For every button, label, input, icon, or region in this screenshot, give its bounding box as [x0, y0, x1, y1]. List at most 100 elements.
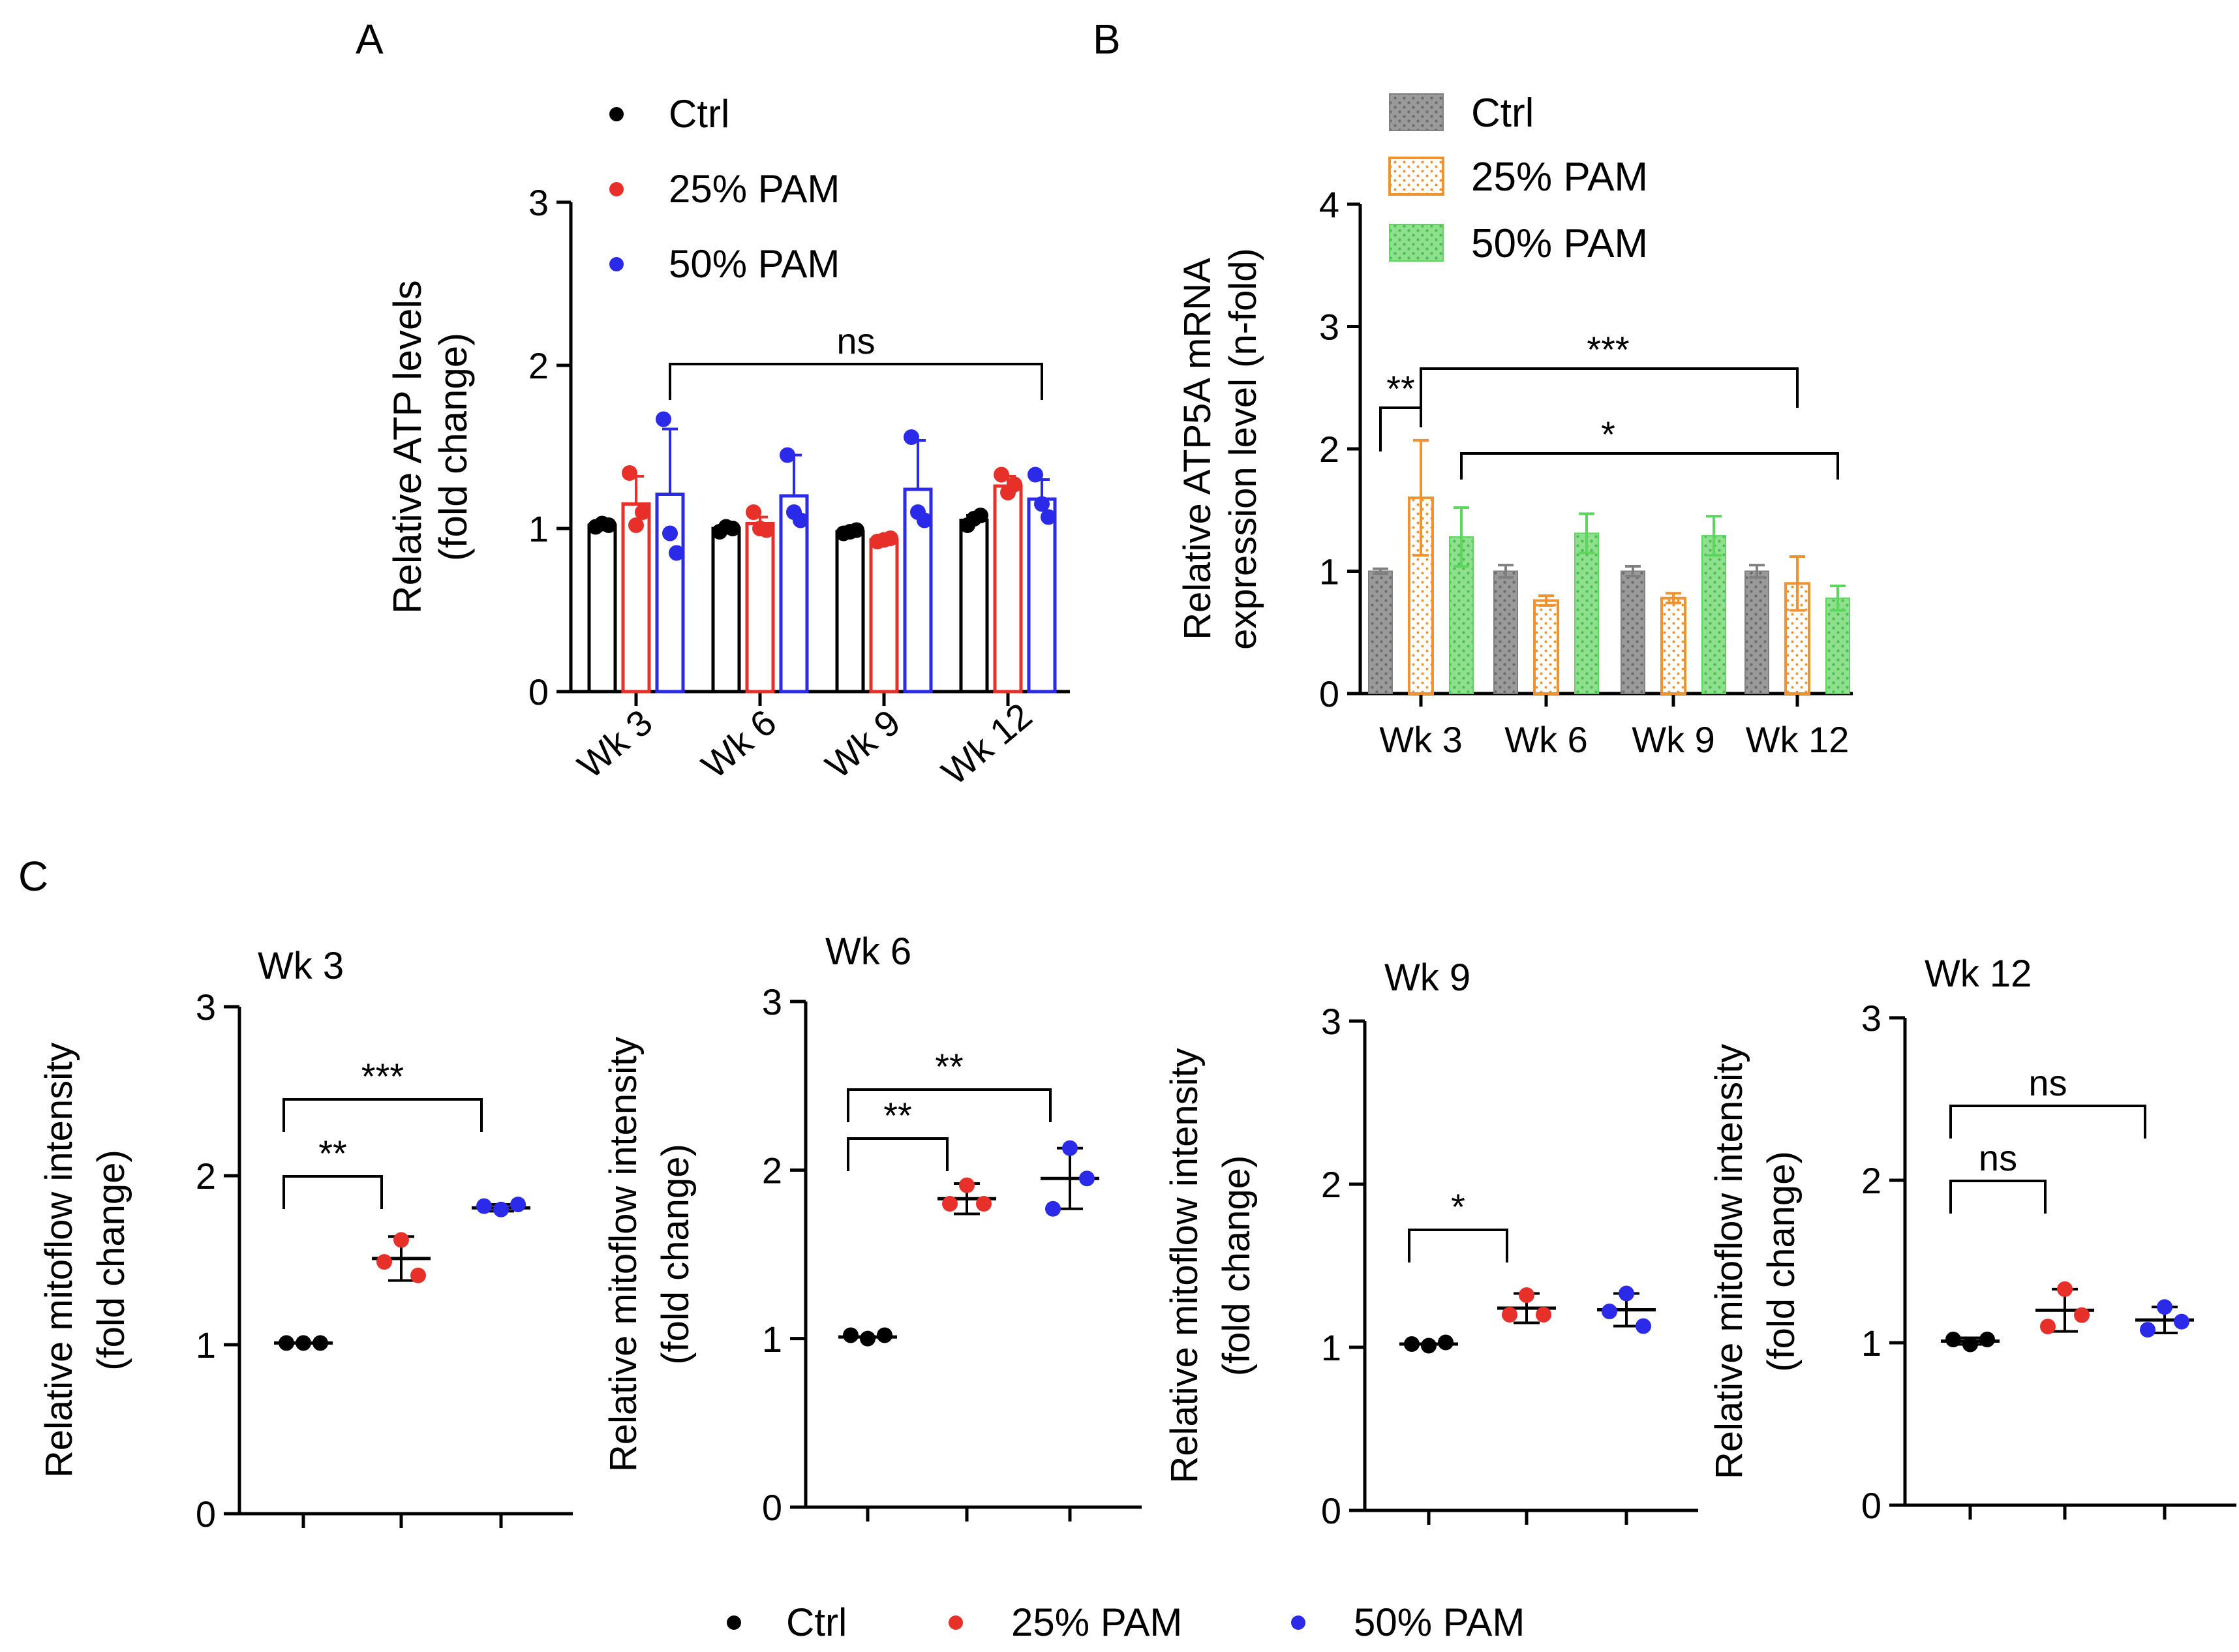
x-tick-label: Wk 9: [1632, 719, 1715, 760]
data-point: [994, 467, 1009, 483]
y-axis-label: (fold change): [654, 1144, 697, 1365]
significance-bracket: [1379, 406, 1422, 451]
data-point: [1062, 1140, 1078, 1156]
legend-marker: [609, 182, 624, 196]
legend-marker-ctrl: [727, 1615, 741, 1630]
y-tick-label: 2: [528, 345, 549, 386]
significance-label: ns: [2028, 1062, 2067, 1103]
significance-bracket: [1408, 1229, 1508, 1262]
data-point: [1979, 1332, 1995, 1348]
data-point: [849, 522, 864, 538]
y-axis-label: Relative mitoflow intensity: [1163, 1048, 1206, 1483]
significance-label: **: [883, 1095, 912, 1136]
x-tick-label: Wk 9: [817, 701, 907, 786]
x-tick-label: Wk 12: [1746, 719, 1850, 760]
data-point: [628, 517, 644, 533]
data-point: [759, 522, 774, 538]
y-axis-label: Relative ATP5A mRNA: [1176, 258, 1219, 640]
data-point: [2057, 1281, 2073, 1297]
legend-label: 25% PAM: [669, 167, 840, 211]
subplot-title: Wk 9: [1384, 956, 1470, 999]
y-axis-label: Relative ATP levels: [386, 280, 429, 613]
data-point: [973, 508, 988, 523]
data-point: [917, 512, 932, 528]
bar: [711, 527, 741, 694]
bar: [993, 484, 1023, 694]
x-tick-label: Wk 3: [570, 701, 660, 786]
legend-swatch: [1389, 93, 1444, 131]
data-point: [1045, 1201, 1061, 1217]
bar: [745, 522, 775, 694]
legend-label: Ctrl: [669, 92, 729, 136]
significance-bracket: [282, 1098, 483, 1132]
legend-label-pam50: 50% PAM: [1354, 1600, 1525, 1644]
y-axis-label: (fold change): [431, 333, 475, 561]
data-point: [2040, 1319, 2056, 1335]
y-tick-label: 2: [762, 1150, 782, 1191]
data-point: [1519, 1287, 1534, 1303]
y-tick-label: 0: [528, 671, 549, 712]
y-axis-label: (fold change): [1215, 1155, 1258, 1377]
subplot-title: Wk 3: [258, 945, 344, 987]
legend-marker: [609, 257, 624, 271]
y-tick-label: 4: [1319, 184, 1339, 225]
x-tick-label: Wk 6: [1504, 719, 1588, 760]
legend-swatch: [1388, 157, 1444, 196]
y-tick-label: 3: [196, 987, 216, 1028]
data-point: [279, 1335, 294, 1351]
significance-label: ***: [1587, 329, 1629, 370]
chart-c-mitoflow-wk3: 0 1 2 3 Wk 3 Relative mitoflow intensity (fold…: [38, 945, 573, 1535]
significance-label: ns: [1979, 1137, 2017, 1178]
data-point: [1007, 476, 1022, 493]
y-tick-label: 1: [1321, 1327, 1341, 1368]
data-point: [725, 521, 740, 536]
bottom-legend: Ctrl 25% PAM 50% PAM: [727, 1600, 1525, 1644]
y-tick-label: 1: [1861, 1323, 1881, 1364]
data-point: [601, 517, 617, 533]
data-point: [1536, 1307, 1551, 1323]
bar: [1533, 599, 1559, 695]
data-point: [410, 1267, 426, 1283]
y-axis-label: Relative mitoflow intensity: [1708, 1044, 1750, 1479]
bar: [835, 530, 865, 694]
significance-bracket: [1460, 452, 1839, 480]
data-point: [635, 504, 650, 520]
data-point: [1602, 1304, 1617, 1319]
chart-c-mitoflow-wk12: 0 1 2 3 Wk 12 Relative mitoflow intensity (fol…: [1708, 953, 2236, 1526]
significance-bracket: [1420, 367, 1799, 408]
bar: [869, 538, 899, 694]
bar: [1744, 570, 1769, 694]
significance-bracket: [282, 1175, 383, 1209]
data-point: [1438, 1334, 1454, 1351]
bar: [1621, 570, 1645, 694]
y-axis-label: Relative mitoflow intensity: [602, 1037, 645, 1472]
y-tick-label: 1: [1319, 551, 1339, 592]
data-point: [476, 1198, 492, 1214]
y-tick-label: 1: [196, 1324, 216, 1366]
y-tick-label: 0: [1321, 1490, 1341, 1531]
data-point: [843, 1327, 859, 1343]
data-point: [312, 1335, 328, 1351]
significance-bracket: [1949, 1180, 2047, 1214]
subplot-title: Wk 6: [825, 930, 911, 973]
data-point: [2074, 1307, 2090, 1323]
x-tick-label: Wk 12: [934, 695, 1039, 793]
y-tick-label: 2: [196, 1155, 216, 1197]
bar: [1027, 497, 1057, 694]
bar: [1701, 535, 1726, 694]
data-point: [1962, 1336, 1978, 1353]
data-point: [2140, 1322, 2155, 1338]
significance-label: **: [318, 1133, 347, 1174]
y-tick-label: 0: [1861, 1485, 1881, 1526]
data-point: [2157, 1299, 2172, 1315]
bar: [1660, 596, 1686, 695]
data-point: [1079, 1170, 1095, 1187]
legend-label: 50% PAM: [1471, 221, 1648, 266]
data-point: [942, 1196, 958, 1212]
y-tick-label: 1: [528, 508, 549, 549]
y-tick-label: 2: [1321, 1164, 1341, 1205]
legend-marker-pam50: [1291, 1615, 1305, 1630]
chart-a-atp-levels: 0 1 2 3 Relative ATP levels (fold change) Wk 3…: [386, 92, 1070, 793]
legend-swatch: [1389, 224, 1444, 262]
